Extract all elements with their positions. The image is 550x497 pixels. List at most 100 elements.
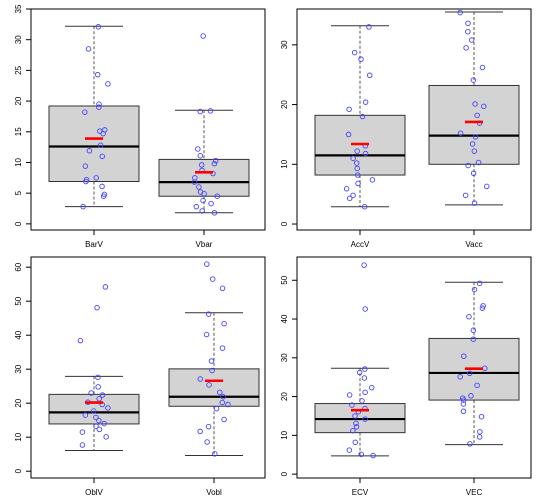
data-point <box>368 384 375 391</box>
data-point <box>96 417 102 424</box>
data-point <box>468 37 475 43</box>
data-point <box>99 392 106 398</box>
y-tick-label: 25 <box>14 65 23 74</box>
data-point <box>478 413 485 420</box>
data-point <box>88 390 94 396</box>
data-point <box>219 345 226 351</box>
data-point <box>479 64 486 71</box>
y-tick-label: 50 <box>280 275 289 284</box>
data-point <box>471 286 478 293</box>
data-point <box>359 113 366 120</box>
data-point <box>468 393 474 399</box>
data-point <box>343 186 350 192</box>
data-point <box>362 306 368 312</box>
data-point <box>346 392 353 398</box>
data-point <box>361 262 367 268</box>
data-point <box>83 178 89 185</box>
data-point <box>221 320 227 327</box>
plot-frame <box>296 256 532 479</box>
data-point <box>362 150 369 157</box>
y-tick-label: 30 <box>14 35 23 44</box>
data-point <box>205 423 212 430</box>
data-point <box>195 146 201 152</box>
x-tick-label: OblV <box>85 488 103 497</box>
y-tick-label: 35 <box>14 4 23 13</box>
data-point <box>460 401 467 407</box>
data-point <box>466 313 472 320</box>
data-point <box>200 197 206 204</box>
data-point <box>470 77 477 83</box>
data-point <box>206 382 212 388</box>
data-point <box>359 398 365 404</box>
data-point <box>86 148 93 154</box>
data-point <box>79 442 86 448</box>
data-point <box>105 405 111 411</box>
data-point <box>345 131 352 138</box>
data-point <box>101 420 107 427</box>
panel-bottom-left: 0 10 20 30 40 50 60 OblV Vobl <box>14 256 266 497</box>
data-point <box>472 134 479 140</box>
data-point <box>462 192 469 199</box>
data-point <box>465 20 471 27</box>
data-point <box>100 193 107 199</box>
data-point <box>350 192 356 199</box>
y-tick-label: 10 <box>14 432 23 441</box>
x-tick-label: ECV <box>352 488 369 497</box>
data-point <box>346 447 353 453</box>
y-tick-label: 10 <box>14 157 23 166</box>
panel-top-left: 0 5 10 15 20 25 30 35 BarV Vbar <box>14 4 266 249</box>
data-point <box>480 303 486 309</box>
data-point <box>219 399 225 406</box>
panel-bottom-right: 0 10 20 30 40 50 ECV VEC <box>280 256 532 497</box>
data-point <box>471 200 478 206</box>
data-point <box>369 177 376 183</box>
data-point <box>209 276 216 282</box>
plot-frame <box>30 256 266 479</box>
y-tick-label: 0 <box>14 221 23 226</box>
x-tick-label: Vobl <box>206 488 222 497</box>
x-tick-label: BarV <box>85 240 103 249</box>
data-point <box>362 99 369 105</box>
y-tick-label: 30 <box>280 353 289 362</box>
y-tick-label: 15 <box>14 127 23 136</box>
data-point <box>352 439 359 446</box>
data-point <box>350 427 356 434</box>
box-VEC: VEC <box>428 280 520 497</box>
data-point <box>203 331 210 338</box>
data-point <box>93 414 99 421</box>
data-point <box>99 183 105 190</box>
data-point <box>102 284 109 290</box>
y-tick-label: 0 <box>14 468 23 473</box>
data-point <box>465 28 471 35</box>
data-point <box>475 159 482 166</box>
data-point <box>199 208 205 214</box>
data-point <box>220 393 226 400</box>
data-point <box>97 142 104 149</box>
data-point <box>196 184 202 190</box>
data-point <box>461 353 467 360</box>
data-point <box>93 175 99 181</box>
box-BarV: BarV <box>48 24 140 249</box>
x-tick-label: Vbar <box>196 240 213 249</box>
y-tick-label: 0 <box>280 471 289 476</box>
data-point <box>474 112 480 119</box>
data-point <box>94 71 101 78</box>
x-tick-label: Vacc <box>465 240 482 249</box>
data-point <box>353 420 359 427</box>
iqr-box <box>168 368 260 407</box>
box-Vbar: Vbar <box>158 33 250 249</box>
data-point <box>346 106 352 113</box>
data-point <box>99 153 105 160</box>
data-point <box>205 311 212 317</box>
data-point <box>221 416 227 423</box>
data-point <box>208 200 214 207</box>
data-point <box>94 304 100 311</box>
data-point <box>465 162 471 169</box>
data-point <box>197 152 204 159</box>
data-point <box>100 130 106 137</box>
data-point <box>351 49 358 56</box>
data-point <box>466 370 473 377</box>
y-tick-label: 0 <box>280 221 289 226</box>
y-tick-label: 10 <box>280 159 289 168</box>
data-point <box>354 148 360 154</box>
